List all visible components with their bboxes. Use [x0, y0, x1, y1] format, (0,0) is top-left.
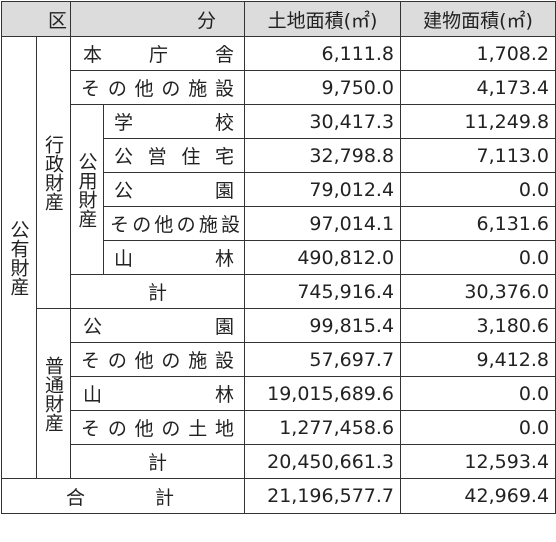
land-area-cell: 57,697.7 [244, 342, 402, 377]
row-label: その他の施設 [70, 342, 246, 377]
row-label: 公園 [70, 308, 246, 343]
land-area-cell: 745,916.4 [244, 274, 402, 309]
building-area-cell: 3,180.6 [400, 308, 556, 343]
table-row: 公用財産 学校 30,417.3 11,249.8 [2, 104, 556, 275]
building-area-cell: 42,969.4 [400, 478, 556, 514]
subtotal-label: 計 [70, 274, 246, 309]
building-area-cell: 11,249.8 [400, 104, 556, 139]
header-row: 区 分 土地面積(㎡) 建物面積(㎡) [0, 1, 556, 37]
table-row: 山林 490,812.0 0.0 [2, 240, 556, 275]
land-area-cell: 19,015,689.6 [244, 376, 402, 411]
group-public-use: 公用財産 [70, 104, 105, 275]
table-row: 公営住宅 32,798.8 7,113.0 [2, 138, 556, 173]
group-ordinary: 普通財産 [35, 308, 72, 479]
land-area-cell: 30,417.3 [244, 104, 402, 139]
table-row: 計 20,450,661.3 12,593.4 [2, 444, 556, 479]
table-row: その他の施設 97,014.1 6,131.6 [2, 206, 556, 241]
table-row: その他の施設 9,750.0 4,173.4 [2, 70, 556, 105]
building-area-cell: 0.0 [400, 376, 556, 411]
land-area-cell: 97,014.1 [244, 206, 402, 241]
header-building-area: 建物面積(㎡) [400, 1, 556, 37]
group-public-property: 公有財産 [1, 36, 37, 479]
property-area-table: 区 分 土地面積(㎡) 建物面積(㎡) 公有財産 行政財産 本庁舎 6,111.… [0, 1, 556, 514]
land-area-cell: 99,815.4 [244, 308, 402, 343]
table-row: その他の土地 1,277,458.6 0.0 [2, 410, 556, 445]
header-bun: 分 [70, 1, 246, 37]
land-area-cell: 79,012.4 [244, 172, 402, 207]
building-area-cell: 9,412.8 [400, 342, 556, 377]
land-area-cell: 32,798.8 [244, 138, 402, 173]
row-label: 公営住宅 [103, 138, 246, 173]
table-row: その他の施設 57,697.7 9,412.8 [2, 342, 556, 377]
header-land-area: 土地面積(㎡) [244, 1, 402, 37]
row-label: その他の施設 [70, 70, 246, 105]
table-row: 公有財産 行政財産 本庁舎 6,111.8 1,708.2 [1, 36, 556, 479]
row-label: 本庁舎 [70, 36, 246, 71]
building-area-cell: 0.0 [400, 240, 556, 275]
subtotal-label: 計 [70, 444, 246, 479]
building-area-cell: 7,113.0 [400, 138, 556, 173]
building-area-cell: 12,593.4 [400, 444, 556, 479]
building-area-cell: 0.0 [400, 410, 556, 445]
building-area-cell: 0.0 [400, 172, 556, 207]
table-row: 計 745,916.4 30,376.0 [2, 274, 556, 309]
building-area-cell: 30,376.0 [400, 274, 556, 309]
land-area-cell: 1,277,458.6 [244, 410, 402, 445]
building-area-cell: 6,131.6 [400, 206, 556, 241]
row-label: 山林 [103, 240, 246, 275]
grand-total-label: 合計 [0, 478, 246, 514]
land-area-cell: 20,450,661.3 [244, 444, 402, 479]
group-administrative: 行政財産 [35, 36, 72, 309]
row-label: 山林 [70, 376, 246, 411]
grand-total-row: 合計 21,196,577.7 42,969.4 [0, 478, 556, 514]
land-area-cell: 9,750.0 [244, 70, 402, 105]
land-area-cell: 21,196,577.7 [244, 478, 402, 514]
building-area-cell: 4,173.4 [400, 70, 556, 105]
row-label: その他の土地 [70, 410, 246, 445]
row-label: 公園 [103, 172, 246, 207]
table-row: 山林 19,015,689.6 0.0 [2, 376, 556, 411]
table-row: 普通財産 公園 99,815.4 3,180.6 [2, 308, 556, 479]
land-area-cell: 490,812.0 [244, 240, 402, 275]
building-area-cell: 1,708.2 [400, 36, 556, 71]
land-area-cell: 6,111.8 [244, 36, 402, 71]
header-ku: 区 [0, 1, 72, 37]
row-label: その他の施設 [103, 206, 246, 241]
row-label: 学校 [103, 104, 246, 139]
table-row: 公園 79,012.4 0.0 [2, 172, 556, 207]
